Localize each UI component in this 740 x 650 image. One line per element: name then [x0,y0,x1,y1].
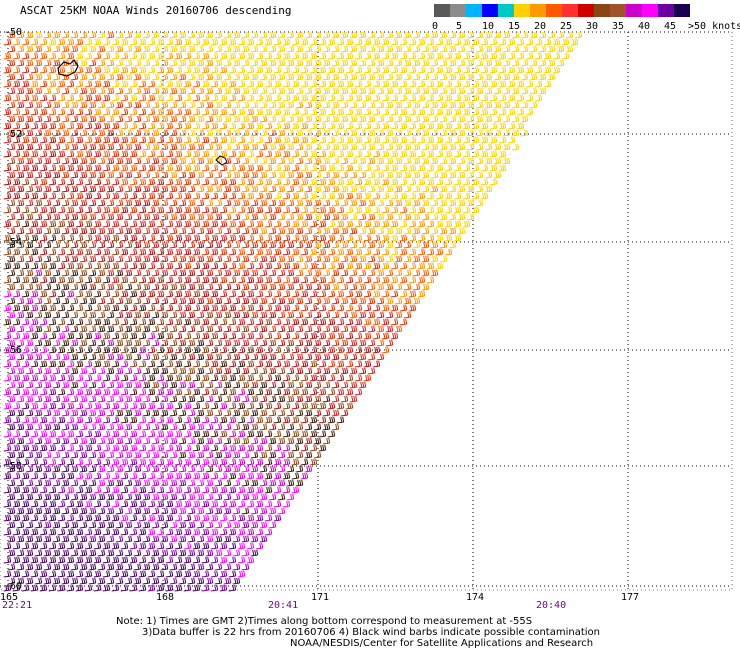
lat-label: -54 [4,237,22,248]
legend-label-45: 45 [664,21,677,32]
legend-swatch [642,4,658,17]
legend-label-25: 25 [560,21,573,32]
note-line-3: NOAA/NESDIS/Center for Satellite Applica… [290,638,594,649]
lat-label: -50 [4,27,22,38]
legend-swatch [674,4,690,17]
lon-label-177: 177 [621,592,640,603]
legend-swatch [546,4,562,17]
legend-label-30: 30 [586,21,599,32]
lon-label-174: 174 [466,592,485,603]
legend-swatch [610,4,626,17]
latitude-labels: -50 -52 -54 -56 -58 -60 [4,27,22,592]
note-line-2: 3)Data buffer is 22 hrs from 20160706 4)… [142,627,600,638]
lat-label: -56 [4,345,22,356]
lat-label: -60 [4,581,22,592]
legend-label-50-knots: >50 knots [688,21,740,32]
legend-color-bar [434,4,690,17]
time-label-left: 22:21 [2,600,33,611]
legend-label-15: 15 [508,21,521,32]
lat-label: -52 [4,129,22,140]
lat-label: -58 [4,461,22,472]
legend-label-0: 0 [432,21,439,32]
legend-swatch [578,4,594,17]
legend-label-35: 35 [612,21,625,32]
island-outlines [57,59,228,166]
legend-label-20: 20 [534,21,547,32]
map-frame [0,31,733,591]
legend-swatch [434,4,450,17]
legend-swatch [498,4,514,17]
legend-label-10: 10 [482,21,495,32]
legend-swatch [626,4,642,17]
legend-swatch [594,4,610,17]
legend-swatch [450,4,466,17]
legend-label-40: 40 [638,21,651,32]
legend-swatch [482,4,498,17]
wind-barbs [3,31,583,592]
time-label-middle: 20:41 [268,600,299,611]
wind-speed-legend: 0 5 10 15 20 25 30 35 40 45 >50 knots [432,4,740,34]
map-title: ASCAT 25KM NOAA Winds 20160706 descendin… [20,4,292,17]
lon-label-168: 168 [156,592,175,603]
time-label-right: 20:40 [536,600,567,611]
legend-swatch [562,4,578,17]
lon-label-171: 171 [311,592,330,603]
lon-label-165: 165 [0,592,19,603]
note-line-1: Note: 1) Times are GMT 2)Times along bot… [116,616,533,627]
legend-swatch [466,4,482,17]
legend-swatch [514,4,530,17]
legend-swatch [530,4,546,17]
legend-label-5: 5 [456,21,463,32]
legend-swatch [658,4,674,17]
